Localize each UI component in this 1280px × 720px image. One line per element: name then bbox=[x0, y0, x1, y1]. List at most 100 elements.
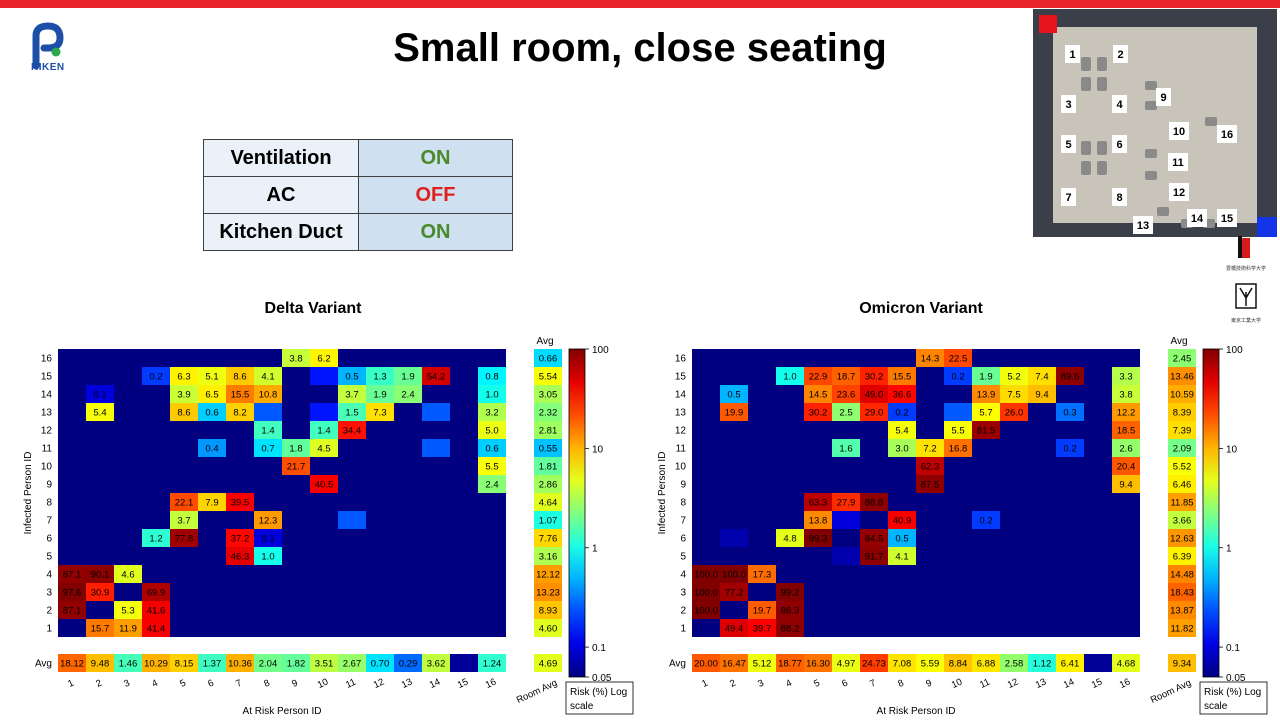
colorbar-tick-label: 0.1 bbox=[1226, 643, 1240, 654]
row-avg-cell bbox=[534, 619, 562, 637]
heatmap-cell bbox=[832, 403, 860, 421]
col-avg-cell bbox=[254, 654, 282, 672]
row-avg-cell bbox=[534, 547, 562, 565]
heatmap-cell bbox=[720, 565, 748, 583]
cell-value-label: 13.9 bbox=[977, 390, 996, 401]
x-tick-label: 3 bbox=[122, 678, 131, 690]
heatmap-cell bbox=[142, 529, 170, 547]
cell-value-label: 4.6 bbox=[121, 570, 134, 581]
heatmap-cell bbox=[394, 385, 422, 403]
y-tick-label: 5 bbox=[46, 552, 52, 563]
cell-value-label: 97.6 bbox=[63, 588, 82, 599]
col-avg-cell bbox=[832, 654, 860, 672]
cell-value-label: 84.5 bbox=[865, 534, 884, 545]
cell-value-label: 0.6 bbox=[485, 444, 498, 455]
cell-value-label: 14.3 bbox=[921, 354, 940, 365]
heatmap-cell bbox=[888, 421, 916, 439]
x-tick-label: 6 bbox=[840, 678, 849, 690]
cell-value-label: 18.5 bbox=[1117, 426, 1136, 437]
seat-label-box bbox=[1112, 188, 1127, 206]
cell-value-label: 5.5 bbox=[951, 426, 964, 437]
heatmap-cell bbox=[1112, 475, 1140, 493]
cell-value-label: 2.5 bbox=[839, 408, 852, 419]
x-tick-label: 9 bbox=[924, 678, 933, 690]
setting-label: AC bbox=[203, 176, 359, 214]
room-avg-value: 9.34 bbox=[1173, 659, 1192, 670]
cell-value-label: 4.1 bbox=[261, 372, 274, 383]
cell-value-label: 39.5 bbox=[231, 498, 250, 509]
svg-text:東京工業大学: 東京工業大学 bbox=[1231, 317, 1261, 324]
cell-value-label: 0.5 bbox=[345, 372, 358, 383]
cell-value-label: 3.8 bbox=[1119, 390, 1132, 401]
x-tick-label: 15 bbox=[1090, 677, 1104, 691]
heatmap-cell bbox=[366, 385, 394, 403]
cell-value-label: 12.2 bbox=[1117, 408, 1136, 419]
heatmap-cell bbox=[972, 385, 1000, 403]
x-tick-label: 6 bbox=[206, 678, 215, 690]
col-avg-label: 6.88 bbox=[977, 659, 996, 670]
colorbar-tick-label: 100 bbox=[592, 345, 609, 356]
heatmap-cell bbox=[804, 403, 832, 421]
seat-label-box bbox=[1112, 95, 1127, 113]
y-tick-label: 6 bbox=[46, 534, 52, 545]
colorbar-label-line: scale bbox=[570, 701, 594, 712]
heatmap-cell bbox=[692, 565, 720, 583]
col-avg-label: 3.62 bbox=[427, 659, 446, 670]
row-avg-label: 12.12 bbox=[536, 570, 560, 581]
col-avg-label: 1.37 bbox=[203, 659, 222, 670]
col-avg-label: 10.29 bbox=[144, 659, 168, 670]
cell-value-label: 23.6 bbox=[837, 390, 856, 401]
col-avg-label: 2.04 bbox=[259, 659, 278, 670]
cell-value-label: 0.1 bbox=[93, 390, 106, 401]
row-avg-label: 0.55 bbox=[539, 444, 558, 455]
heatmap-cell bbox=[310, 403, 338, 421]
heatmap-cell bbox=[478, 367, 506, 385]
col-avg-cell bbox=[282, 654, 310, 672]
col-avg-label: 16.47 bbox=[722, 659, 746, 670]
university-logos: 豊橋技術科学大学 東京工業大学 bbox=[1226, 236, 1266, 324]
heatmap-cell bbox=[226, 547, 254, 565]
row-avg-cell bbox=[1168, 403, 1196, 421]
y-tick-label: 3 bbox=[46, 588, 52, 599]
cell-value-label: 40.9 bbox=[893, 516, 912, 527]
col-avg-cell bbox=[1112, 654, 1140, 672]
top-accent-bar bbox=[0, 0, 1280, 8]
cell-value-label: 30.9 bbox=[91, 588, 110, 599]
row-avg-cell bbox=[1168, 565, 1196, 583]
cell-value-label: 5.0 bbox=[485, 426, 498, 437]
cell-value-label: 18.7 bbox=[837, 372, 856, 383]
row-avg-label: 10.59 bbox=[1170, 390, 1194, 401]
y-tick-label: 13 bbox=[675, 408, 687, 419]
heatmap-cell bbox=[1112, 403, 1140, 421]
heatmap-cell bbox=[366, 367, 394, 385]
col-avg-cell bbox=[114, 654, 142, 672]
heatmap-cell bbox=[860, 385, 888, 403]
col-avg-label: 1.82 bbox=[287, 659, 306, 670]
x-tick-label: 13 bbox=[1034, 677, 1048, 691]
y-tick-label: 8 bbox=[46, 498, 52, 509]
heatmap-cell bbox=[804, 385, 832, 403]
heatmap-cell bbox=[478, 403, 506, 421]
settings-row: Ventilation ON bbox=[203, 139, 513, 177]
heatmap-cell bbox=[478, 457, 506, 475]
cell-value-label: 36.6 bbox=[893, 390, 912, 401]
cell-value-label: 1.6 bbox=[839, 444, 852, 455]
x-tick-label: 4 bbox=[150, 678, 159, 690]
seated-person bbox=[1097, 77, 1107, 91]
cell-value-label: 49.4 bbox=[725, 624, 744, 635]
cell-value-label: 1.2 bbox=[149, 534, 162, 545]
heatmap-cell bbox=[142, 583, 170, 601]
seated-person bbox=[1145, 149, 1157, 158]
heatmap-cell bbox=[478, 385, 506, 403]
col-avg-cell bbox=[366, 654, 394, 672]
cell-value-label: 0.1 bbox=[261, 534, 274, 545]
cell-value-label: 100.0 bbox=[694, 588, 718, 599]
cell-value-label: 99.3 bbox=[809, 534, 828, 545]
heatmap-cell bbox=[170, 403, 198, 421]
col-avg-label: 10.36 bbox=[228, 659, 252, 670]
cell-value-label: 3.7 bbox=[177, 516, 190, 527]
y-axis-label: Infected Person ID bbox=[23, 452, 34, 535]
